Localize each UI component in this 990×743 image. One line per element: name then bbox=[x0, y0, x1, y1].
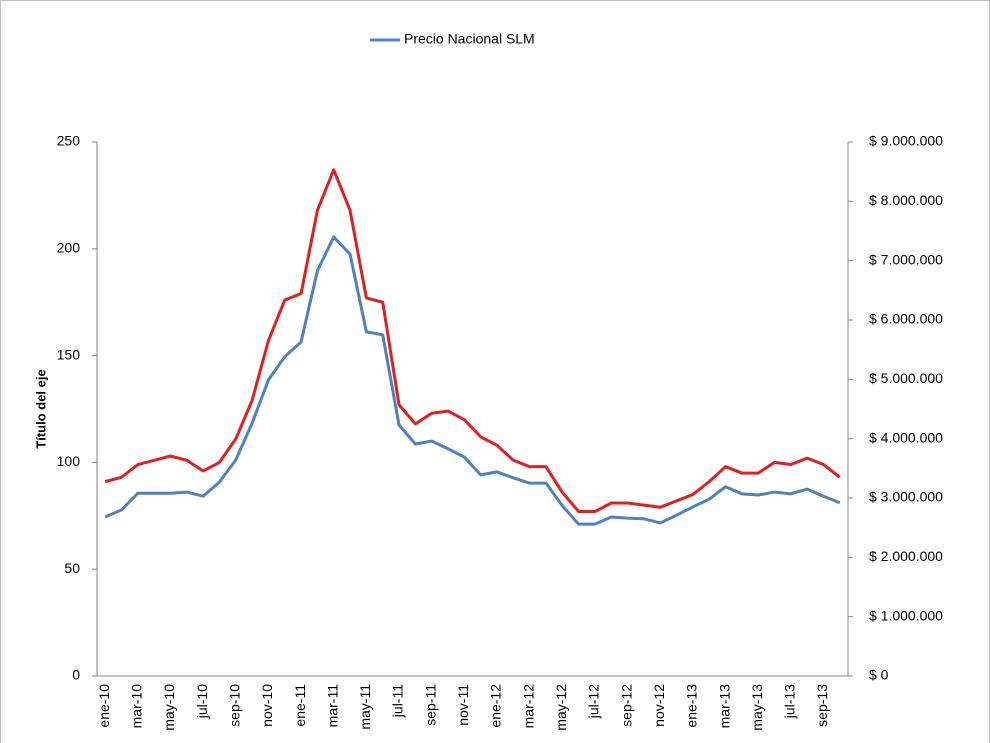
y2-tick-label: $ 5.000.000 bbox=[869, 370, 943, 386]
y-tick-label: 0 bbox=[72, 667, 80, 683]
x-tick-label: jul-11 bbox=[390, 684, 406, 718]
legend-label: Precio Nacional SLM bbox=[404, 31, 535, 47]
x-tick-label: sep-11 bbox=[422, 684, 438, 726]
x-tick-label: sep-13 bbox=[814, 684, 830, 727]
x-tick-label: may-12 bbox=[553, 684, 569, 731]
x-tick-label: nov-12 bbox=[651, 684, 667, 727]
x-tick-label: nov-10 bbox=[259, 684, 275, 727]
x-tick-label: ene-10 bbox=[96, 684, 112, 728]
x-tick-label: jul-12 bbox=[586, 684, 602, 719]
y-tick-label: 200 bbox=[57, 240, 81, 256]
y2-tick-label: $ 1.000.000 bbox=[869, 607, 943, 623]
y2-tick-label: $ 7.000.000 bbox=[869, 251, 943, 267]
y2-tick-label: $ 9.000.000 bbox=[869, 133, 943, 149]
y2-tick-label: $ 0 bbox=[869, 667, 889, 683]
y2-tick-label: $ 2.000.000 bbox=[869, 548, 943, 564]
y-tick-label: 50 bbox=[64, 560, 80, 576]
x-tick-label: mar-13 bbox=[716, 684, 732, 729]
series-line bbox=[104, 235, 841, 526]
x-tick-label: jul-10 bbox=[194, 684, 210, 719]
y-axis-title: Título del eje bbox=[33, 369, 48, 448]
x-tick-label: may-11 bbox=[357, 684, 373, 730]
y-tick-label: 150 bbox=[57, 346, 81, 362]
x-tick-label: sep-10 bbox=[226, 684, 242, 727]
x-tick-label: mar-11 bbox=[324, 684, 340, 728]
x-tick-label: may-13 bbox=[749, 684, 765, 731]
x-tick-label: jul-13 bbox=[782, 684, 798, 719]
y2-tick-label: $ 4.000.000 bbox=[869, 429, 943, 445]
y2-tick-label: $ 6.000.000 bbox=[869, 311, 943, 327]
x-tick-label: nov-11 bbox=[455, 684, 471, 726]
x-tick-label: sep-12 bbox=[618, 684, 634, 727]
series-line bbox=[104, 168, 841, 514]
x-tick-label: mar-10 bbox=[129, 684, 145, 729]
y-tick-label: 250 bbox=[57, 133, 81, 149]
y2-tick-label: $ 3.000.000 bbox=[869, 489, 943, 505]
x-tick-label: mar-12 bbox=[520, 684, 536, 729]
x-tick-label: ene-12 bbox=[488, 684, 504, 728]
y2-tick-label: $ 8.000.000 bbox=[869, 192, 943, 208]
x-tick-label: ene-11 bbox=[292, 684, 308, 727]
y-tick-label: 100 bbox=[57, 453, 81, 469]
x-tick-label: may-10 bbox=[161, 684, 177, 731]
x-tick-label: ene-13 bbox=[684, 684, 700, 728]
